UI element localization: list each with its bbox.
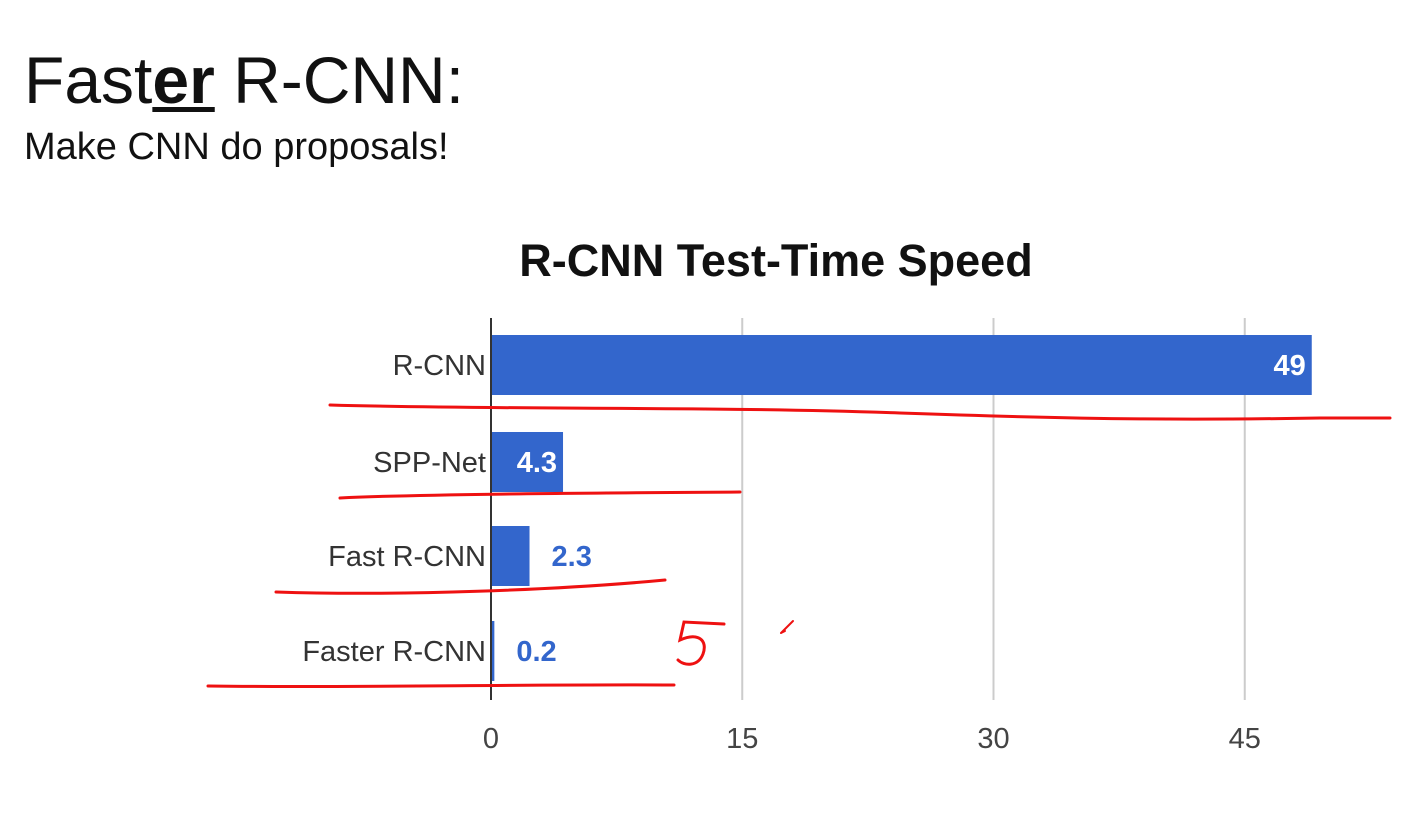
handwritten-five-mark bbox=[676, 620, 726, 666]
chart-title: R-CNN Test-Time Speed bbox=[519, 235, 1032, 286]
title-emphasis: er bbox=[152, 43, 215, 117]
x-tick-label: 15 bbox=[726, 723, 758, 755]
slide-subtitle: Make CNN do proposals! bbox=[24, 126, 449, 168]
pen-cursor-icon bbox=[780, 620, 794, 634]
category-labels: R-CNN SPP-Net Fast R-CNN Faster R-CNN bbox=[302, 350, 486, 668]
bar-spp-net bbox=[491, 432, 564, 492]
value-labels: 49 4.3 2.3 0.2 bbox=[516, 350, 1305, 668]
category-label: SPP-Net bbox=[373, 447, 486, 479]
x-axis-ticks: 0 15 30 45 bbox=[483, 723, 1261, 755]
value-label: 2.3 bbox=[552, 541, 592, 573]
handwritten-underline bbox=[328, 403, 1392, 421]
category-label: Faster R-CNN bbox=[302, 636, 486, 668]
bar-fast-r-cnn bbox=[491, 526, 530, 586]
slide-title: Faster R-CNN: bbox=[24, 44, 464, 116]
x-tick-label: 45 bbox=[1229, 723, 1261, 755]
handwritten-underline bbox=[274, 578, 667, 595]
handwritten-underline bbox=[338, 490, 742, 500]
title-prefix: Fast bbox=[24, 43, 153, 117]
bars bbox=[491, 335, 1312, 681]
category-label: Fast R-CNN bbox=[328, 541, 486, 573]
bar-r-cnn bbox=[491, 335, 1312, 395]
handwritten-underline bbox=[206, 683, 676, 689]
title-suffix: R-CNN: bbox=[214, 43, 465, 117]
handwritten-annotations bbox=[206, 403, 1392, 689]
value-label: 0.2 bbox=[516, 636, 556, 668]
bar-faster-r-cnn bbox=[491, 621, 495, 681]
x-tick-label: 30 bbox=[977, 723, 1009, 755]
value-label: 49 bbox=[1273, 350, 1305, 382]
value-label: 4.3 bbox=[517, 447, 557, 479]
category-label: R-CNN bbox=[393, 350, 486, 382]
x-tick-label: 0 bbox=[483, 723, 499, 755]
